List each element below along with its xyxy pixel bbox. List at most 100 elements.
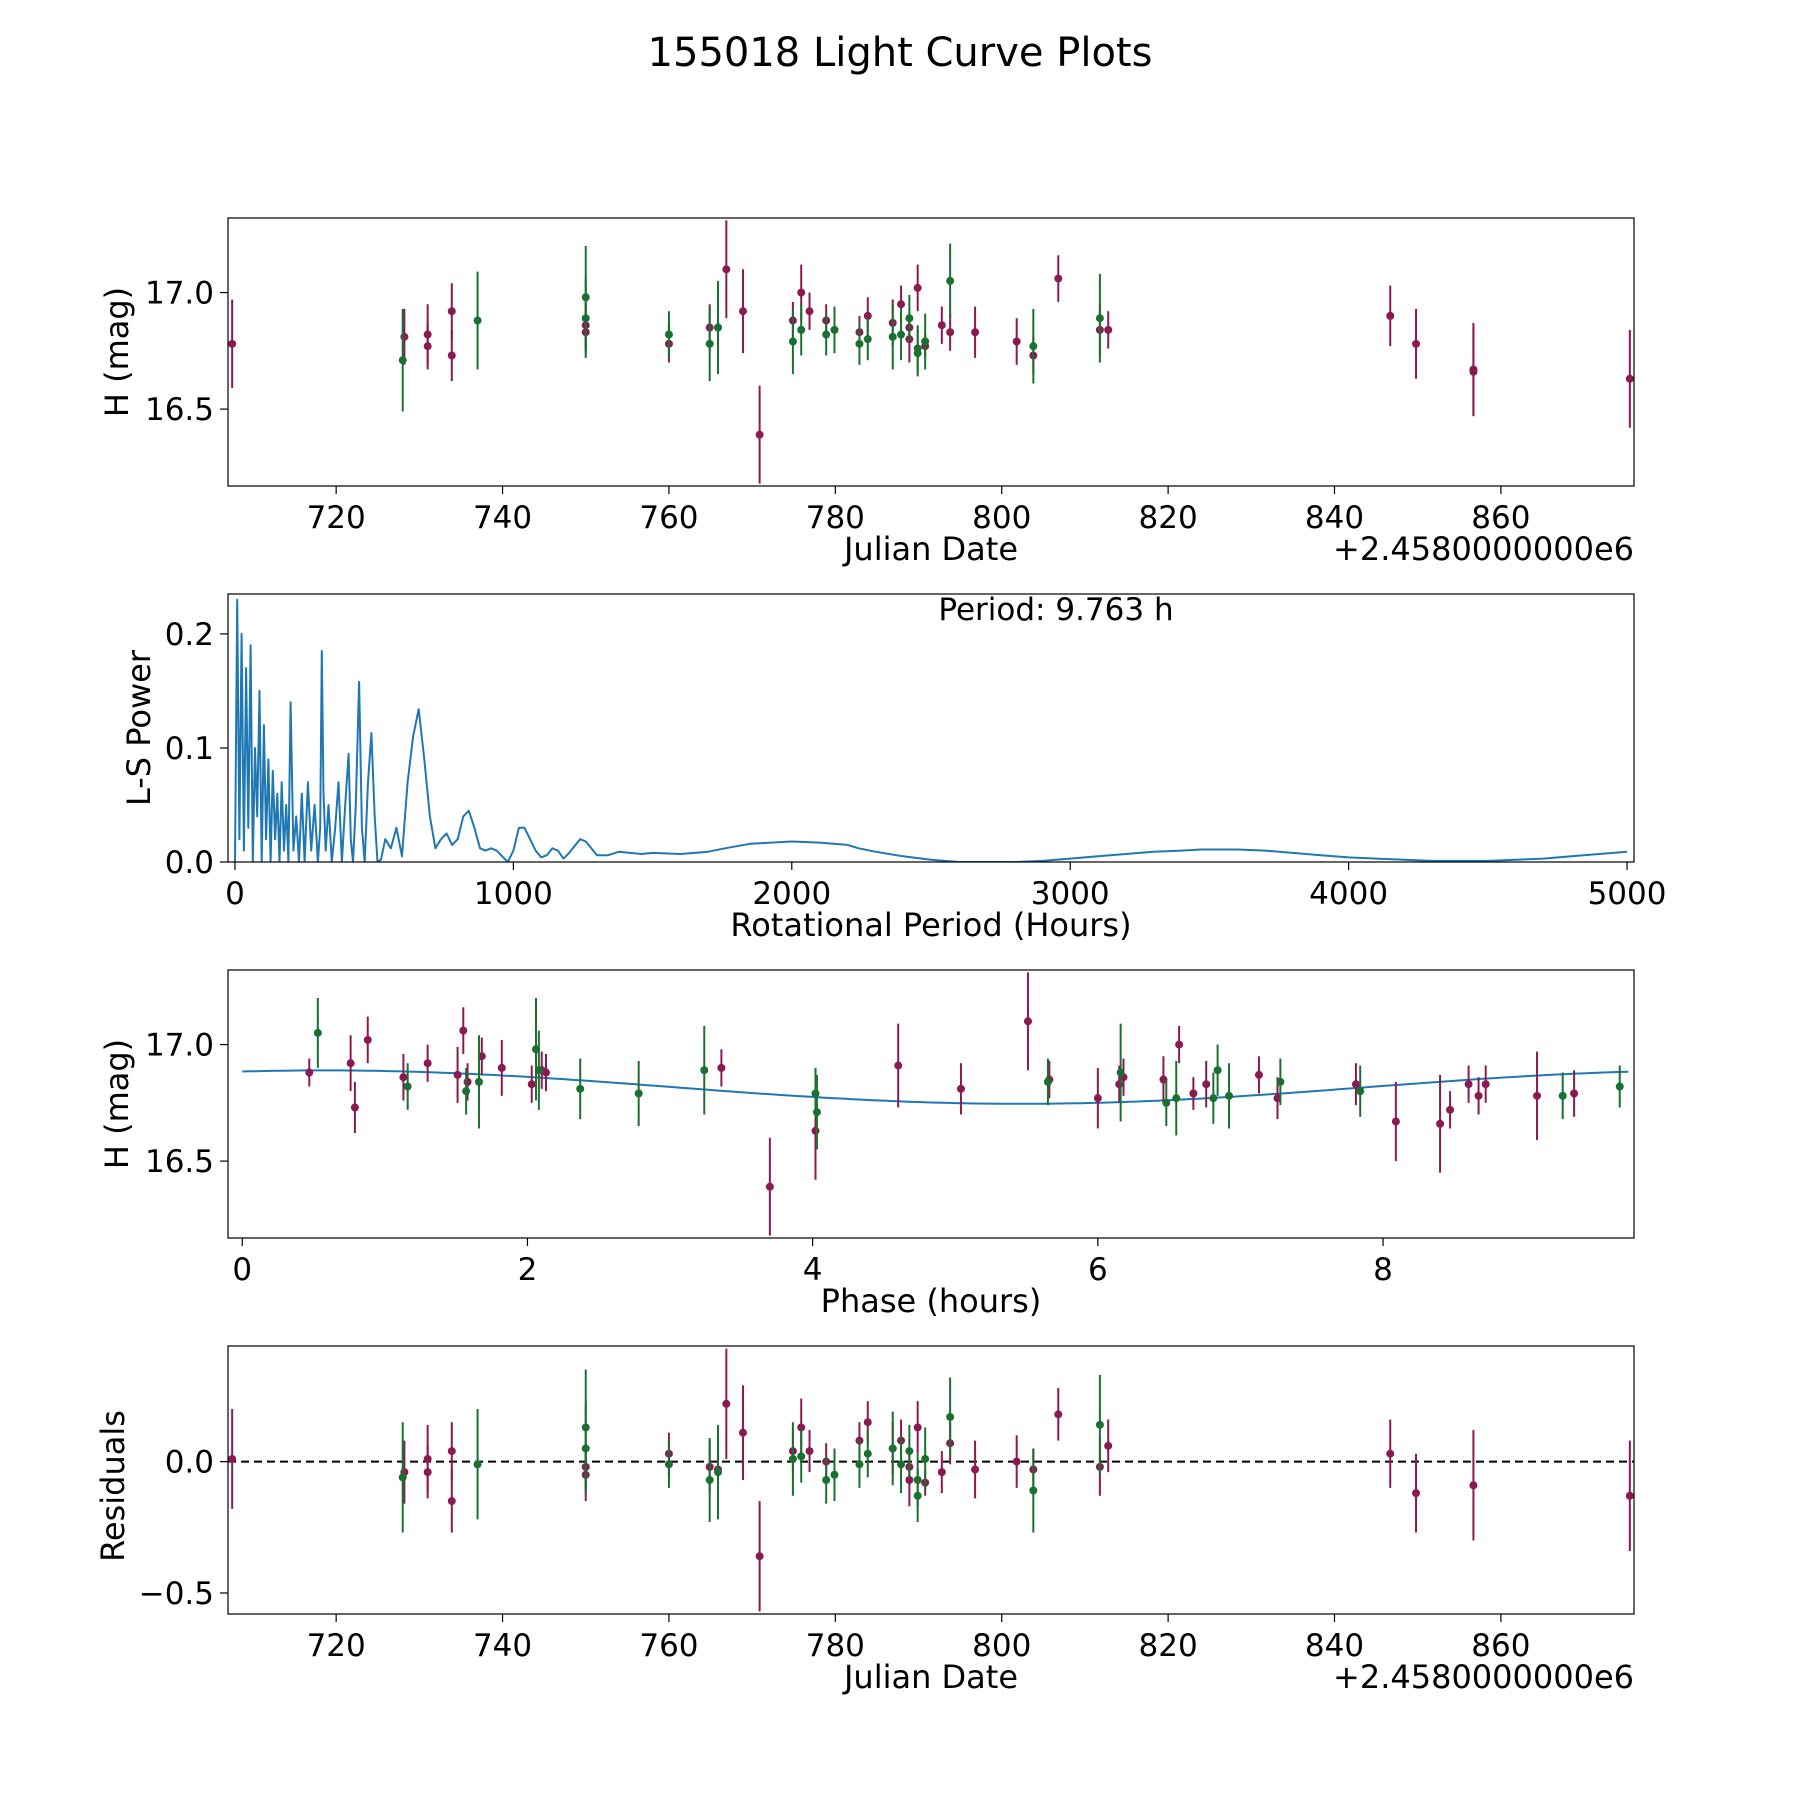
magenta-data-point bbox=[363, 1035, 372, 1044]
green-data-point bbox=[830, 1470, 839, 1479]
panel-residuals: 720 740 760 780 800 820 840 860 −0.5 0.0 Julian D… bbox=[94, 1345, 1635, 1696]
green-data-point bbox=[1558, 1091, 1567, 1100]
green-data-point bbox=[897, 330, 906, 339]
magenta-data-point bbox=[738, 1428, 747, 1437]
green-data-point bbox=[1276, 1077, 1285, 1086]
green-data-point bbox=[1162, 1098, 1171, 1107]
x-tick-label: 840 bbox=[1305, 500, 1364, 536]
green-data-point bbox=[581, 293, 590, 302]
green-data-point bbox=[313, 1028, 322, 1037]
magenta-data-point bbox=[956, 1084, 965, 1093]
magenta-data-point bbox=[1104, 1441, 1113, 1450]
y-tick-label: 0.1 bbox=[165, 731, 214, 767]
x-tick-label: 780 bbox=[806, 1628, 865, 1664]
magenta-data-point bbox=[1254, 1070, 1263, 1079]
panel-periodogram: 0 1000 2000 3000 4000 5000 0.0 0.1 0.2 Period: 9… bbox=[120, 592, 1666, 944]
green-data-point bbox=[1029, 1486, 1038, 1495]
magenta-data-point bbox=[971, 328, 980, 337]
magenta-data-point bbox=[755, 430, 764, 439]
magenta-data-point bbox=[913, 283, 922, 292]
panel-phase: 0 2 4 6 8 16.5 17.0 Phase (hours) H (mag) bbox=[98, 969, 1635, 1320]
green-data-point bbox=[830, 325, 839, 334]
green-data-point bbox=[1225, 1091, 1234, 1100]
magenta-data-point bbox=[453, 1070, 462, 1079]
magenta-data-point bbox=[1189, 1089, 1198, 1098]
magenta-data-point bbox=[541, 1068, 550, 1077]
period-annotation: Period: 9.763 h bbox=[938, 592, 1173, 628]
green-data-point bbox=[913, 1491, 922, 1500]
x-tick-label: 800 bbox=[972, 500, 1031, 536]
magenta-data-point bbox=[399, 1073, 408, 1082]
ls-power-line bbox=[234, 598, 1628, 862]
magenta-data-point bbox=[1446, 1105, 1455, 1114]
magenta-data-point bbox=[805, 307, 814, 316]
residuals-plot-area bbox=[228, 1348, 1634, 1612]
green-data-point bbox=[700, 1066, 709, 1075]
magenta-data-point bbox=[1093, 1094, 1102, 1103]
magenta-data-point bbox=[1570, 1089, 1579, 1098]
x-tick-label: 0 bbox=[225, 876, 245, 912]
magenta-data-point bbox=[346, 1059, 355, 1068]
green-data-point bbox=[811, 1089, 820, 1098]
magenta-data-point bbox=[447, 307, 456, 316]
green-data-point bbox=[534, 1066, 543, 1075]
magenta-data-point bbox=[400, 332, 409, 341]
magenta-data-point bbox=[1012, 1457, 1021, 1466]
green-data-point bbox=[888, 1444, 897, 1453]
green-data-point bbox=[855, 1460, 864, 1469]
timeseries-xlabel: Julian Date bbox=[842, 530, 1018, 568]
green-data-point bbox=[1095, 1420, 1104, 1429]
periodogram-xlabel: Rotational Period (Hours) bbox=[730, 906, 1131, 944]
green-data-point bbox=[946, 1412, 955, 1421]
periodogram-plot-area bbox=[234, 598, 1628, 862]
x-tick-label: 4 bbox=[803, 1252, 823, 1288]
residuals-frame bbox=[227, 1345, 1635, 1615]
magenta-data-point bbox=[913, 1423, 922, 1432]
timeseries-plot-area bbox=[228, 220, 1634, 484]
y-tick-label: 0.0 bbox=[165, 1445, 214, 1481]
x-tick-label: 860 bbox=[1471, 500, 1530, 536]
x-tick-label: 760 bbox=[639, 500, 698, 536]
residuals-ylabel: Residuals bbox=[94, 1410, 132, 1562]
phase-plot-area bbox=[242, 972, 1629, 1236]
magenta-data-point bbox=[797, 1423, 806, 1432]
green-data-point bbox=[797, 325, 806, 334]
y-tick-label: 17.0 bbox=[145, 276, 214, 312]
magenta-data-point bbox=[1412, 339, 1421, 348]
x-tick-label: 740 bbox=[473, 1628, 532, 1664]
green-data-point bbox=[863, 1449, 872, 1458]
green-data-point bbox=[705, 339, 714, 348]
magenta-data-point bbox=[1054, 274, 1063, 283]
magenta-data-point bbox=[722, 265, 731, 274]
green-data-point bbox=[473, 1460, 482, 1469]
magenta-data-point bbox=[228, 1454, 237, 1463]
magenta-data-point bbox=[447, 351, 456, 360]
magenta-data-point bbox=[1625, 374, 1634, 383]
magenta-data-point bbox=[797, 288, 806, 297]
x-tick-label: 8 bbox=[1373, 1252, 1393, 1288]
magenta-data-point bbox=[228, 339, 237, 348]
green-data-point bbox=[1116, 1068, 1125, 1077]
magenta-data-point bbox=[765, 1182, 774, 1191]
green-data-point bbox=[398, 356, 407, 365]
magenta-data-point bbox=[1104, 325, 1113, 334]
x-tick-label: 820 bbox=[1139, 500, 1198, 536]
residuals-offset-text: +2.4580000000e6 bbox=[1333, 1658, 1634, 1696]
magenta-data-point bbox=[1023, 1017, 1032, 1026]
green-data-point bbox=[1356, 1087, 1365, 1096]
magenta-data-point bbox=[863, 311, 872, 320]
green-data-point bbox=[946, 276, 955, 285]
green-data-point bbox=[788, 1454, 797, 1463]
x-tick-label: 800 bbox=[972, 1628, 1031, 1664]
x-tick-label: 820 bbox=[1139, 1628, 1198, 1664]
magenta-data-point bbox=[1202, 1080, 1211, 1089]
magenta-data-point bbox=[1469, 367, 1478, 376]
x-tick-label: 5000 bbox=[1588, 876, 1667, 912]
x-tick-label: 720 bbox=[307, 1628, 366, 1664]
magenta-data-point bbox=[722, 1399, 731, 1408]
magenta-data-point bbox=[717, 1063, 726, 1072]
phase-ylabel: H (mag) bbox=[98, 1039, 136, 1169]
magenta-data-point bbox=[1012, 337, 1021, 346]
green-data-point bbox=[897, 1460, 906, 1469]
